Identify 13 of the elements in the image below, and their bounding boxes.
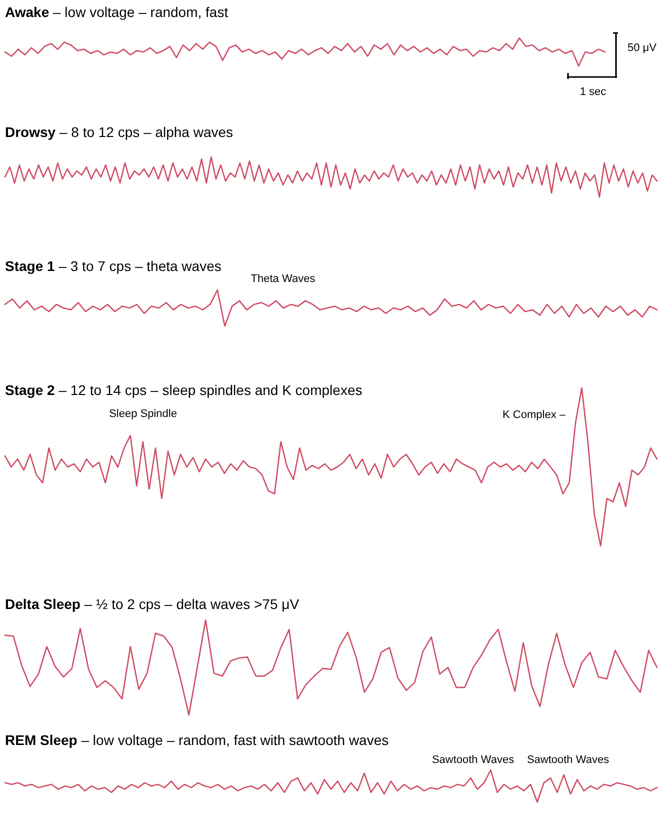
annotation: Sleep Spindle (109, 408, 177, 420)
text: 1 sec (580, 86, 607, 98)
chart-title: Stage 2 – 12 to 14 cps – sleep spindles and K complexes (5, 382, 362, 398)
chart-title: REM Sleep – low voltage – random, fast with sawtooth waves (5, 732, 389, 748)
text: Sawtooth Waves (526, 754, 610, 766)
annotation: K Complex – (502, 409, 566, 421)
chart-title: Delta Sleep – ½ to 2 cps – delta waves >75 μV (5, 596, 300, 612)
text: 50 μV (628, 42, 658, 54)
text: Theta Waves (250, 273, 316, 285)
chart-title: Stage 1 – 3 to 7 cps – theta waves (5, 258, 222, 274)
text: Sawtooth Waves (432, 754, 515, 766)
chart-title: Awake – low voltage – random, fast (5, 4, 228, 20)
chart-title: Drowsy – 8 to 12 cps – alpha waves (5, 124, 234, 140)
